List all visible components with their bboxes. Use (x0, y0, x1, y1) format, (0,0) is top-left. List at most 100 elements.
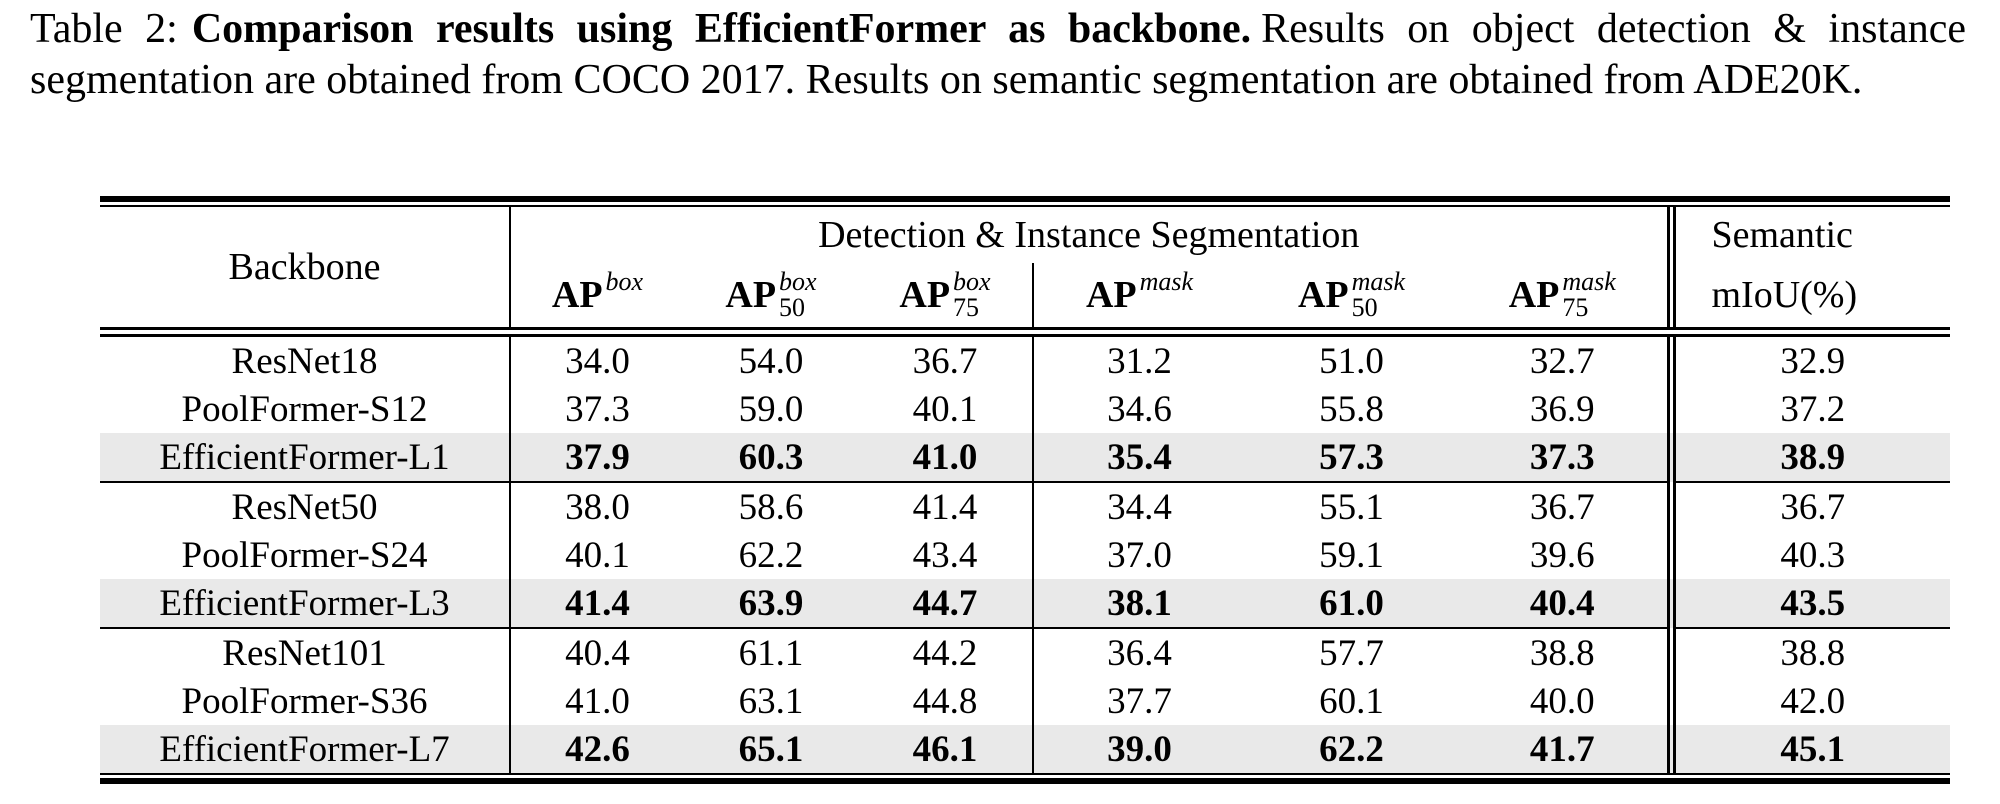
cell-ap-mask-75: 36.7 (1458, 481, 1671, 531)
cell-ap-mask-75: 37.3 (1458, 433, 1671, 482)
cell-ap-box-75: 44.2 (858, 627, 1034, 677)
caption-label: Table 2: (30, 6, 178, 52)
cell-ap-mask-50: 57.3 (1245, 433, 1458, 482)
table-row-efficientformer-l7: EfficientFormer-L7 42.6 65.1 46.1 39.0 6… (100, 725, 1950, 773)
table-row-resnet101: ResNet101 40.4 61.1 44.2 36.4 57.7 38.8 … (100, 627, 1950, 677)
cell-ap-box-50: 59.0 (738, 388, 804, 430)
row-label: PoolFormer-S12 (100, 385, 511, 433)
cell-ap-mask: 39.0 (1033, 725, 1245, 773)
table-bottom-rule (100, 773, 1950, 784)
cell-ap-mask-50: 59.1 (1319, 534, 1384, 576)
cell-ap-box: 38.0 (510, 481, 684, 531)
cell-ap-box-50: 65.1 (684, 725, 858, 773)
results-table: Backbone Detection & Instance Segmentati… (100, 196, 1950, 784)
cell-ap-box-50: 62.2 (738, 534, 804, 576)
cell-ap-box-75: 40.1 (858, 385, 1034, 433)
header-ap-box-50: AP box 50 (684, 263, 858, 337)
cell-ap-mask: 35.4 (1033, 433, 1245, 482)
cell-ap-box: 40.1 (565, 534, 630, 576)
caption-title: Comparison results using EfficientFormer… (191, 6, 1252, 52)
cell-ap-mask-50: 62.2 (1245, 725, 1458, 773)
row-label: ResNet50 (100, 481, 511, 531)
row-label: ResNet101 (100, 627, 511, 677)
cell-ap-box: 40.4 (510, 627, 684, 677)
cell-miou: 36.7 (1666, 481, 1950, 531)
cell-ap-mask: 34.4 (1033, 481, 1245, 531)
cell-ap-mask-75: 40.0 (1529, 680, 1595, 722)
table-caption: Table 2: Comparison results using Efficie… (30, 4, 1966, 105)
header-row-groups: Backbone Detection & Instance Segmentati… (100, 207, 1950, 337)
header-semantic-line2: mIoU(%) (1666, 263, 1950, 337)
header-detection-instance-segmentation: Detection & Instance Segmentation (818, 214, 1360, 256)
header-ap-box: AP box (510, 263, 684, 337)
cell-ap-mask: 34.6 (1107, 388, 1172, 430)
row-label: PoolFormer-S24 (100, 531, 511, 579)
cell-miou: 38.8 (1666, 627, 1950, 677)
header-ap-mask-75: AP mask 75 (1458, 263, 1671, 337)
cell-ap-mask-50: 51.0 (1319, 340, 1384, 382)
cell-ap-mask-75: 41.7 (1458, 725, 1671, 773)
cell-ap-box-50: 63.1 (738, 680, 804, 722)
table-row-efficientformer-l3: EfficientFormer-L3 41.4 63.9 44.7 38.1 6… (100, 579, 1950, 628)
cell-ap-mask-75: 36.9 (1529, 388, 1595, 430)
cell-ap-box-75: 46.1 (858, 725, 1034, 773)
cell-ap-box-75: 44.8 (858, 677, 1034, 725)
cell-ap-box-50: 61.1 (684, 627, 858, 677)
cell-miou: 43.5 (1666, 579, 1950, 628)
cell-ap-mask-75: 40.4 (1458, 579, 1671, 628)
cell-ap-box: 37.3 (565, 388, 630, 430)
cell-ap-mask-75: 39.6 (1529, 534, 1595, 576)
cell-miou: 40.3 (1666, 531, 1950, 579)
cell-ap-box-50: 60.3 (684, 433, 858, 482)
caption-body: Results on object detection & instance s… (30, 6, 1967, 103)
header-ap-mask: AP mask (1033, 263, 1245, 337)
row-label: ResNet18 (100, 332, 511, 385)
cell-ap-box-75: 44.7 (858, 579, 1034, 628)
cell-ap-box: 34.0 (565, 340, 630, 382)
table-row-efficientformer-l1: EfficientFormer-L1 37.9 60.3 41.0 35.4 5… (100, 433, 1950, 482)
cell-ap-box: 37.9 (510, 433, 684, 482)
cell-ap-mask: 37.7 (1107, 680, 1172, 722)
table-row-poolformer-s24: PoolFormer-S24 40.1 62.2 43.4 37.0 59.1 … (100, 531, 1950, 579)
cell-ap-mask-50: 57.7 (1245, 627, 1458, 677)
row-label: EfficientFormer-L1 (100, 433, 511, 482)
row-label: PoolFormer-S36 (100, 677, 511, 725)
cell-ap-box-75: 43.4 (858, 531, 1034, 579)
cell-miou: 42.0 (1666, 677, 1950, 725)
header-row-metrics: AP box AP box 50 AP box 75 AP mask AP mask 50 AP… (100, 263, 1950, 337)
header-ap-box-75: AP box 75 (858, 263, 1034, 337)
header-semantic-line1: Semantic (1666, 207, 1950, 263)
header-ap-mask-50: AP mask 50 (1245, 263, 1458, 337)
cell-ap-box-50: 58.6 (684, 481, 858, 531)
cell-ap-box-75: 41.0 (858, 433, 1034, 482)
cell-miou: 45.1 (1666, 725, 1950, 773)
cell-ap-box: 41.4 (510, 579, 684, 628)
cell-ap-mask: 38.1 (1033, 579, 1245, 628)
cell-ap-box: 42.6 (510, 725, 684, 773)
cell-ap-mask-50: 60.1 (1319, 680, 1384, 722)
header-backbone: Backbone (100, 207, 511, 337)
row-label: EfficientFormer-L7 (100, 725, 511, 773)
cell-ap-box-75: 41.4 (858, 481, 1034, 531)
table-top-rule (100, 196, 1950, 207)
cell-ap-mask-75: 38.8 (1458, 627, 1671, 677)
table-row-resnet50: ResNet50 38.0 58.6 41.4 34.4 55.1 36.7 3… (100, 481, 1950, 531)
cell-ap-mask-50: 55.1 (1245, 481, 1458, 531)
row-label: EfficientFormer-L3 (100, 579, 511, 628)
cell-ap-mask: 37.0 (1107, 534, 1172, 576)
cell-miou: 32.9 (1666, 332, 1950, 385)
cell-ap-box: 41.0 (565, 680, 630, 722)
cell-ap-mask: 31.2 (1107, 340, 1172, 382)
cell-ap-mask-50: 61.0 (1245, 579, 1458, 628)
cell-miou: 38.9 (1666, 433, 1950, 482)
table-row-resnet18: ResNet18 34.0 54.0 36.7 31.2 51.0 32.7 3… (100, 332, 1950, 385)
cell-ap-mask-75: 32.7 (1529, 340, 1595, 382)
cell-ap-mask-50: 55.8 (1319, 388, 1384, 430)
cell-ap-box-50: 54.0 (738, 340, 804, 382)
cell-ap-mask: 36.4 (1033, 627, 1245, 677)
cell-miou: 37.2 (1666, 385, 1950, 433)
comparison-table: Backbone Detection & Instance Segmentati… (100, 207, 1950, 773)
cell-ap-box-50: 63.9 (684, 579, 858, 628)
table-row-poolformer-s36: PoolFormer-S36 41.0 63.1 44.8 37.7 60.1 … (100, 677, 1950, 725)
cell-ap-box-75: 36.7 (858, 332, 1034, 385)
